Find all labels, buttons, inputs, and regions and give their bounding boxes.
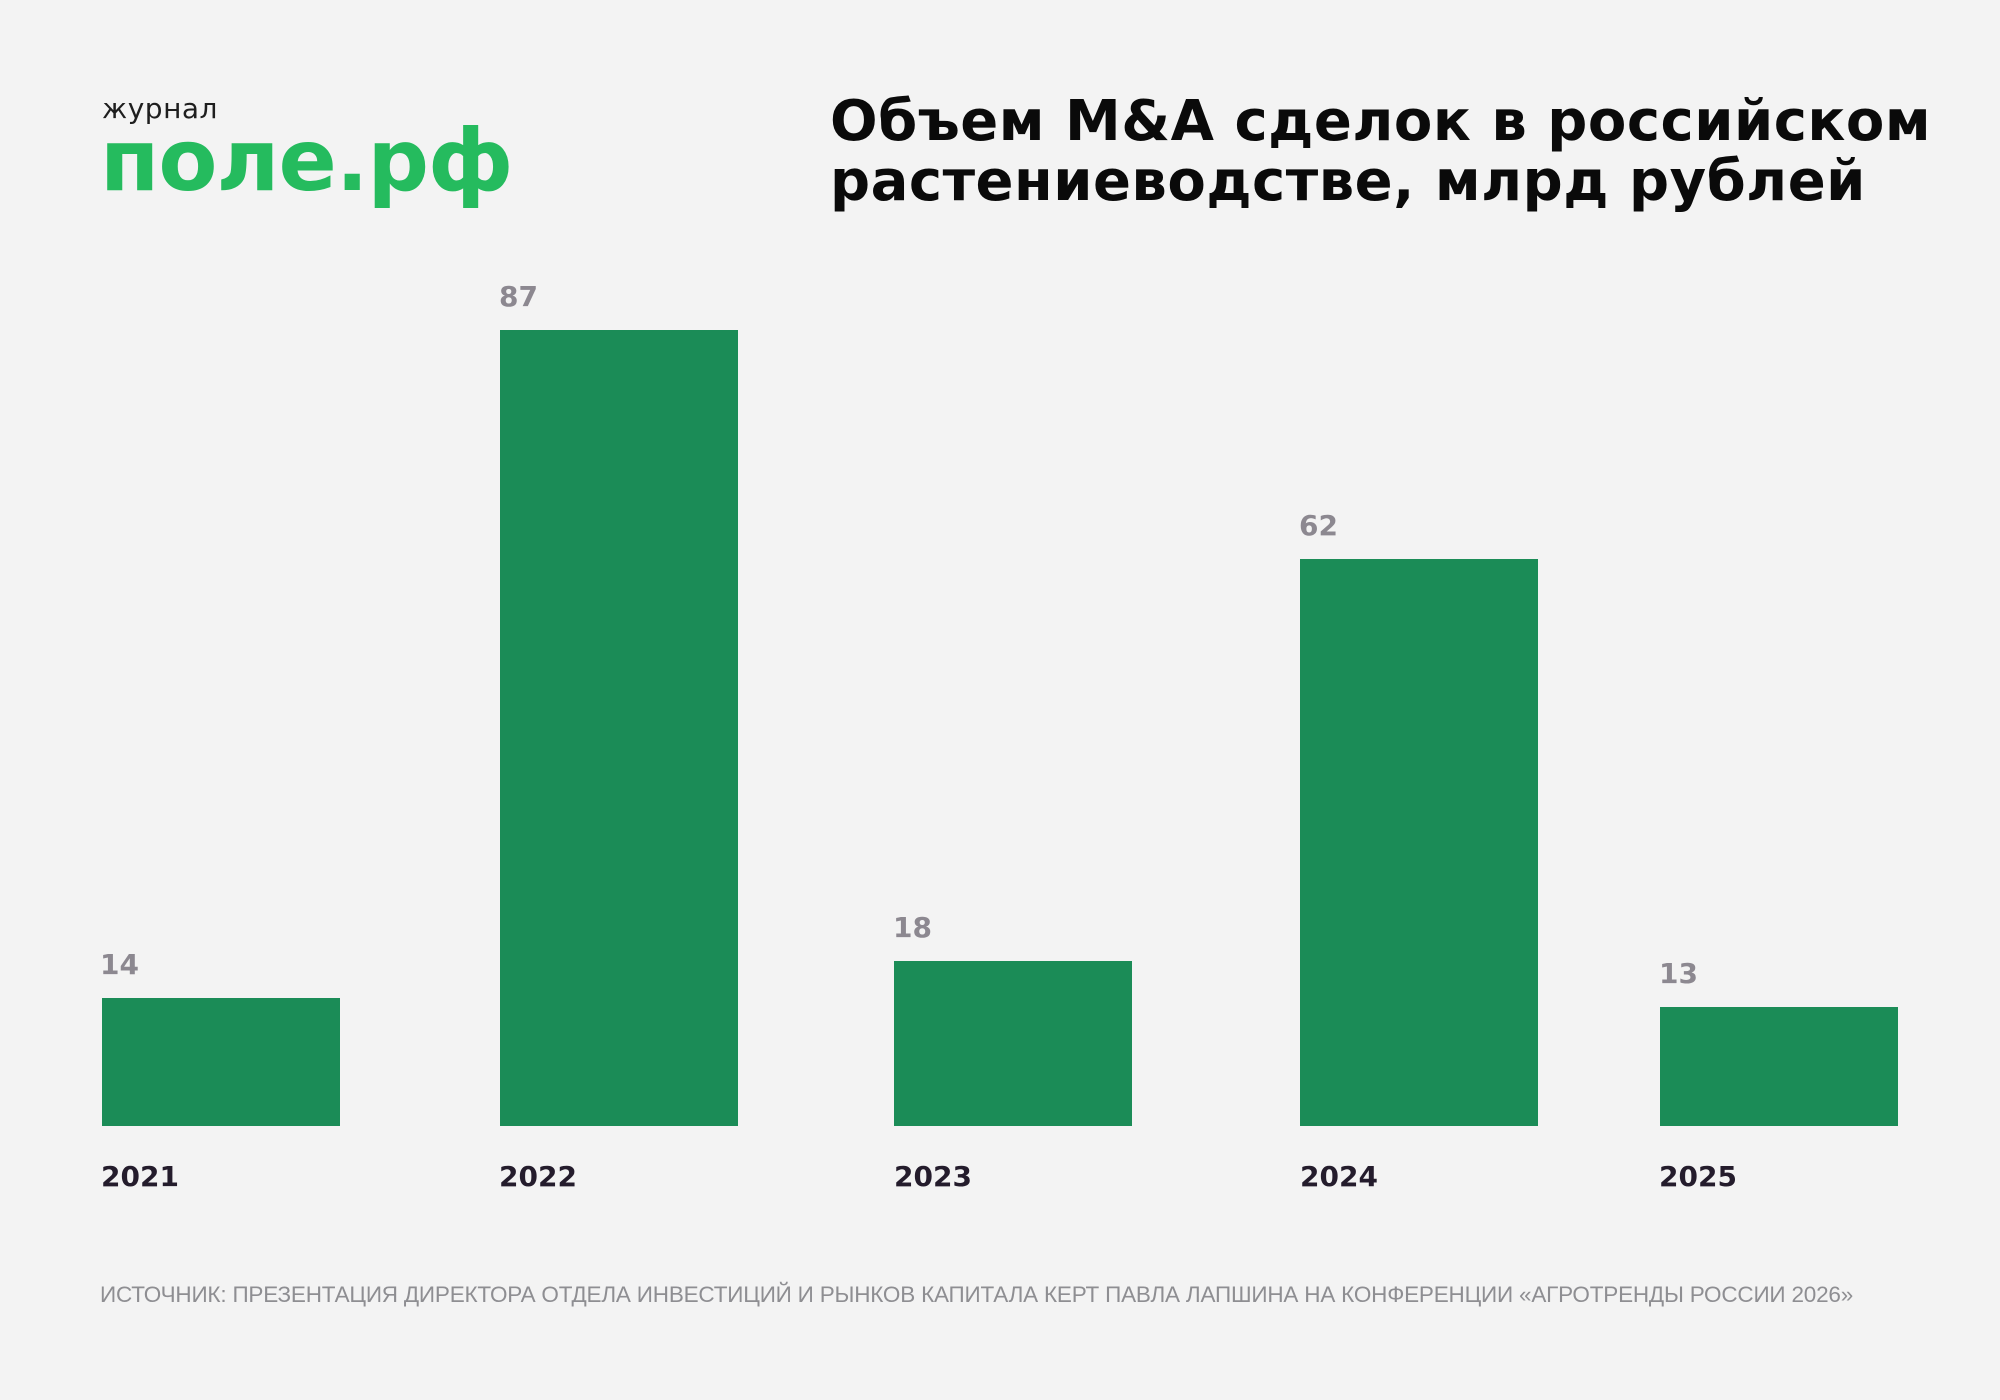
chart-title: Объем M&A сделок в российском растениево… <box>830 89 1932 214</box>
source-note: ИСТОЧНИК: ПРЕЗЕНТАЦИЯ ДИРЕКТОРА ОТДЕЛА И… <box>100 1282 1854 1307</box>
logo-journal-text: журнал <box>102 92 218 125</box>
bar-2024 <box>1300 559 1538 1126</box>
value-label-2022: 87 <box>499 280 538 313</box>
value-label-2021: 14 <box>100 948 139 981</box>
chart-title-line-1: Объем M&A сделок в российском <box>830 89 1932 154</box>
logo-brand-text: поле.рф <box>100 111 513 211</box>
bar-2025 <box>1660 1007 1898 1126</box>
bar-2022 <box>500 330 738 1126</box>
bar-2023 <box>894 961 1132 1126</box>
value-label-2023: 18 <box>893 911 932 944</box>
value-label-2025: 13 <box>1659 957 1698 990</box>
bar-2021 <box>102 998 340 1126</box>
chart-title-line-2: растениеводстве, млрд рублей <box>830 149 1866 214</box>
year-label-2023: 2023 <box>894 1160 972 1193</box>
year-label-2024: 2024 <box>1300 1160 1378 1193</box>
value-label-2024: 62 <box>1299 509 1338 542</box>
year-label-2022: 2022 <box>499 1160 577 1193</box>
bar-chart: 14 87 18 62 13 2021 2022 2023 2024 2025 <box>100 280 1898 1193</box>
year-label-2021: 2021 <box>101 1160 179 1193</box>
year-label-2025: 2025 <box>1659 1160 1737 1193</box>
